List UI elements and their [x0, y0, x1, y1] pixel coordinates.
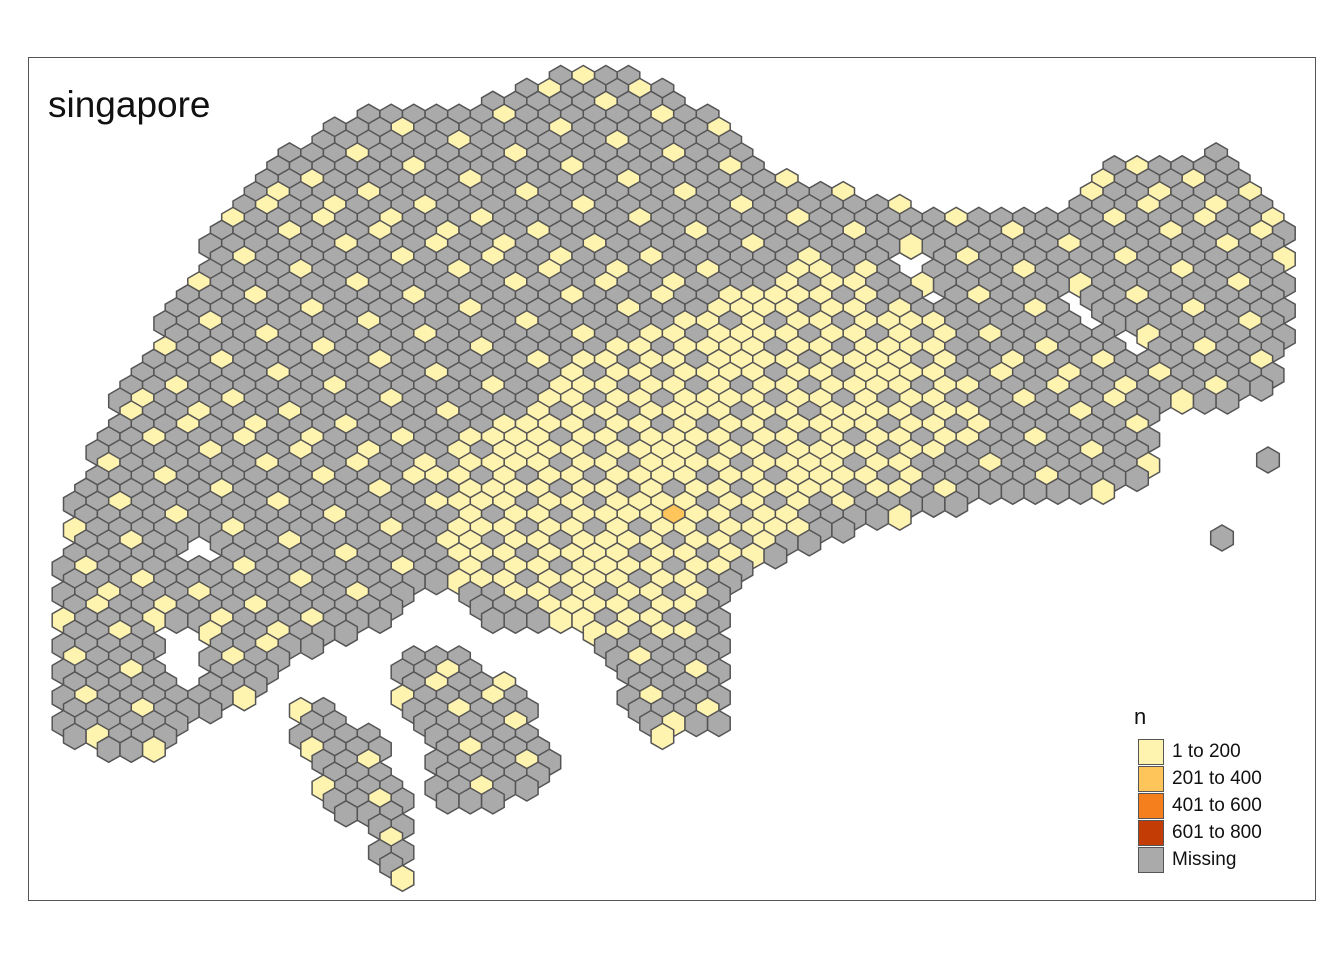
hex-cell — [480, 787, 505, 815]
map-title: singapore — [48, 84, 211, 125]
hex-cell — [1000, 477, 1025, 506]
legend-swatch — [1138, 819, 1164, 846]
hex-cell — [1091, 477, 1116, 506]
legend-swatch — [1138, 765, 1164, 792]
hex-cell — [390, 864, 415, 893]
hex-cell — [650, 722, 675, 751]
legend-item-601-to-800: 601 to 800 — [1134, 819, 1262, 846]
hex-cell — [514, 774, 539, 802]
hex-cell — [333, 799, 359, 828]
hex-cell — [1249, 374, 1274, 402]
hex-cell — [424, 567, 449, 596]
hex-cell — [62, 722, 87, 751]
hex-cell — [1045, 477, 1070, 506]
hex-cell — [887, 503, 912, 531]
hex-cell — [763, 541, 788, 570]
legend-label: 601 to 800 — [1172, 821, 1262, 843]
hex-cell — [706, 709, 731, 738]
map-frame — [28, 57, 1316, 901]
hex-cell — [300, 632, 325, 660]
legend: n 1 to 200 201 to 400 401 to 600 601 to … — [1134, 704, 1262, 873]
legend-swatch — [1138, 792, 1164, 819]
hex-cell — [435, 787, 460, 815]
legend-item-1-to-200: 1 to 200 — [1134, 738, 1262, 765]
hex-cell — [480, 606, 505, 635]
legend-label: 401 to 600 — [1172, 794, 1262, 816]
hex-cell — [141, 735, 166, 764]
legend-label: Missing — [1172, 848, 1237, 870]
hex-cell — [1124, 464, 1150, 493]
hex-cell — [198, 696, 223, 725]
hex-cell — [1068, 477, 1093, 506]
hex-cell — [978, 477, 1003, 506]
hex-cell — [797, 529, 822, 557]
legend-label: 201 to 400 — [1172, 767, 1262, 789]
hex-cell — [458, 787, 483, 815]
hex-cell — [232, 683, 257, 712]
hex-cell — [1255, 446, 1281, 474]
legend-item-missing: Missing — [1134, 846, 1262, 873]
hex-cell — [1215, 387, 1240, 415]
hex-cell — [119, 735, 144, 764]
hex-cell — [503, 606, 528, 635]
hex-cell — [1192, 387, 1217, 415]
hex-cell — [96, 735, 121, 764]
legend-label: 1 to 200 — [1172, 740, 1241, 762]
hex-cell — [526, 606, 551, 635]
legend-item-201-to-400: 201 to 400 — [1134, 765, 1262, 792]
hex-cell — [831, 516, 856, 544]
hex-cell — [898, 232, 924, 261]
hex-cell — [865, 503, 890, 531]
legend-title: n — [1134, 704, 1147, 729]
hex-cell — [1209, 524, 1235, 552]
hex-cell — [367, 606, 392, 635]
hex-cell — [1023, 477, 1048, 506]
hex-cell — [921, 490, 946, 519]
legend-swatch — [1138, 846, 1164, 873]
hex-cell — [548, 606, 573, 635]
legend-item-401-to-600: 401 to 600 — [1134, 792, 1262, 819]
hex-cell — [1170, 387, 1195, 415]
hex-cell — [333, 619, 359, 648]
legend-swatch — [1138, 738, 1164, 765]
hex-cell — [944, 490, 969, 519]
hex-cell — [684, 709, 709, 738]
hex-cell — [164, 606, 189, 635]
